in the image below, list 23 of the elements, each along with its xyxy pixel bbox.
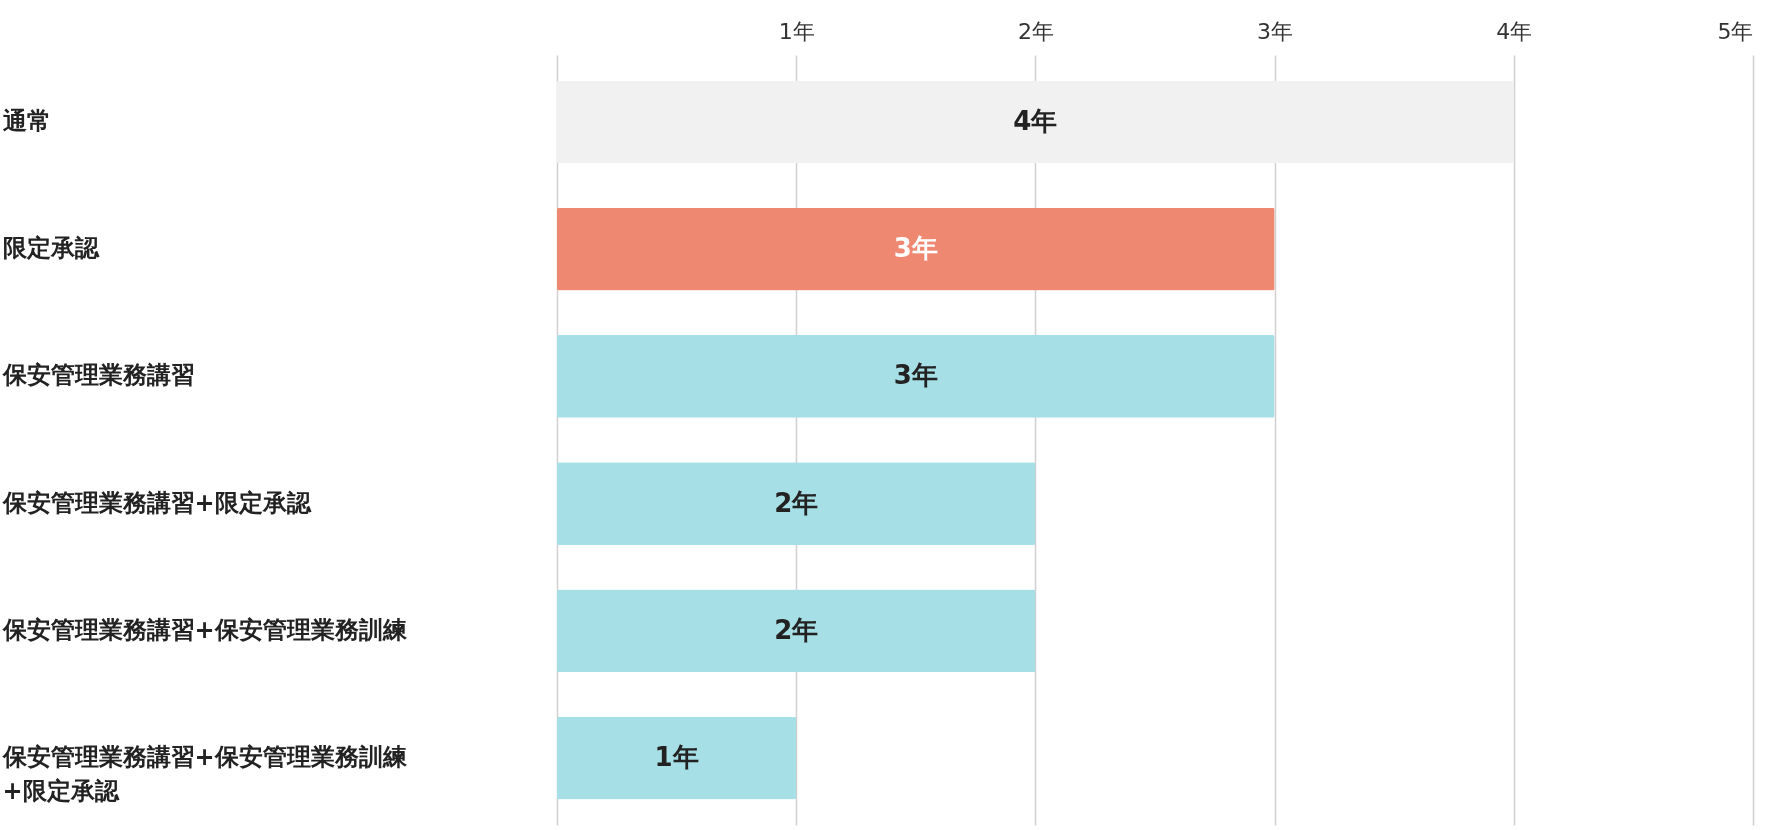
data-label: 2年 bbox=[774, 487, 819, 518]
x-tick-label: 5年 bbox=[1717, 18, 1754, 44]
x-tick-label: 4年 bbox=[1496, 18, 1533, 44]
x-tick-label: 2年 bbox=[1017, 18, 1054, 44]
data-label: 3年 bbox=[893, 360, 938, 391]
y-tick-label: 保安管理業務講習+保安管理業務訓練+限定承認 bbox=[1, 743, 408, 806]
data-label: 2年 bbox=[774, 614, 819, 645]
data-label: 4年 bbox=[1013, 105, 1058, 136]
bar bbox=[557, 335, 1275, 418]
x-tick-label: 3年 bbox=[1257, 18, 1294, 44]
y-tick-label: 保安管理業務講習+限定承認 bbox=[1, 488, 312, 517]
bar bbox=[557, 589, 1036, 673]
data-label: 3年 bbox=[893, 233, 938, 264]
data-label: 1年 bbox=[654, 742, 699, 773]
y-tick-label: 保安管理業務講習 bbox=[1, 361, 195, 390]
y-tick-label: 通常 bbox=[1, 106, 51, 135]
bar bbox=[557, 462, 1036, 545]
x-tick-label: 1年 bbox=[778, 18, 815, 44]
bar bbox=[557, 716, 797, 800]
bar bbox=[557, 207, 1275, 291]
y-tick-label: 限定承認 bbox=[2, 234, 100, 263]
bar bbox=[557, 80, 1514, 164]
y-tick-label: 保安管理業務講習+保安管理業務訓練 bbox=[1, 615, 408, 644]
